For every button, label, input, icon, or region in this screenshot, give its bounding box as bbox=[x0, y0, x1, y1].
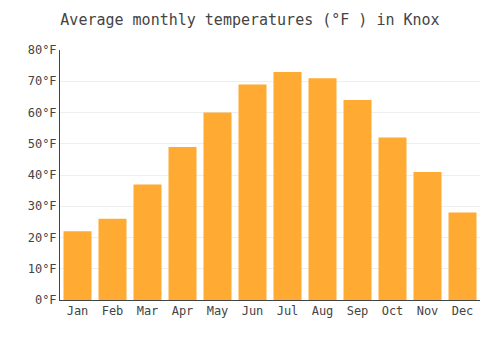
svg-text:80°F: 80°F bbox=[28, 43, 57, 57]
svg-text:Nov: Nov bbox=[417, 304, 439, 318]
svg-text:Oct: Oct bbox=[382, 304, 404, 318]
svg-text:Mar: Mar bbox=[137, 304, 159, 318]
svg-text:Jun: Jun bbox=[242, 304, 264, 318]
svg-text:Dec: Dec bbox=[452, 304, 474, 318]
svg-text:20°F: 20°F bbox=[28, 231, 57, 245]
svg-text:70°F: 70°F bbox=[28, 74, 57, 88]
svg-text:Feb: Feb bbox=[102, 304, 124, 318]
svg-text:May: May bbox=[207, 304, 229, 318]
svg-text:40°F: 40°F bbox=[28, 168, 57, 182]
svg-text:60°F: 60°F bbox=[28, 106, 57, 120]
svg-text:10°F: 10°F bbox=[28, 262, 57, 276]
svg-text:Average monthly temperatures (: Average monthly temperatures (°F ) in Kn… bbox=[60, 11, 439, 29]
svg-text:Aug: Aug bbox=[312, 304, 334, 318]
svg-text:30°F: 30°F bbox=[28, 199, 57, 213]
svg-text:Jan: Jan bbox=[67, 304, 89, 318]
svg-text:0°F: 0°F bbox=[35, 293, 57, 307]
svg-text:Sep: Sep bbox=[347, 304, 369, 318]
svg-text:Apr: Apr bbox=[172, 304, 194, 318]
svg-text:50°F: 50°F bbox=[28, 137, 57, 151]
svg-text:Jul: Jul bbox=[277, 304, 299, 318]
